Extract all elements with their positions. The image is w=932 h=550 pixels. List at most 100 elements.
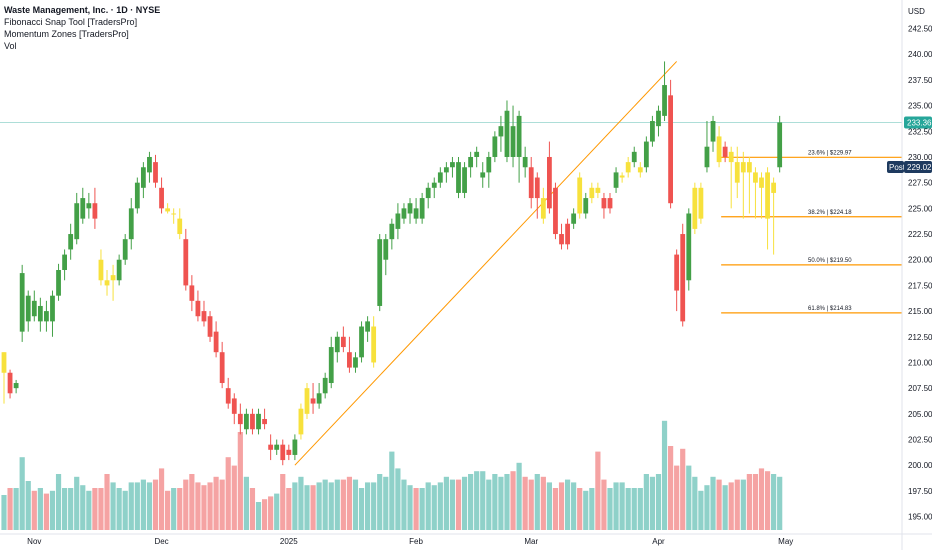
price-tick-label: 210.00 (908, 358, 932, 367)
candle-body (322, 377, 328, 394)
price-tick-label: 222.50 (908, 230, 932, 239)
volume-bar (601, 479, 607, 530)
volume-bar (334, 479, 340, 530)
candles (1, 61, 783, 466)
volume-bar (201, 485, 207, 530)
volume-bar (298, 476, 304, 530)
volume-bar (771, 474, 777, 530)
candle-body (347, 352, 352, 368)
volume-bar (189, 474, 195, 530)
candle-body (13, 383, 19, 389)
volume-bar (680, 448, 686, 530)
fib-level-label: 23.6% | $229.97 (808, 150, 852, 156)
candle-body (92, 203, 98, 219)
volume-bar (13, 488, 19, 530)
volume-bar (274, 493, 280, 530)
candle-body (510, 126, 516, 157)
volume-bar (358, 488, 365, 530)
time-tick-label: Feb (409, 537, 423, 546)
candle-body (759, 177, 764, 188)
price-axis[interactable]: 242.50 240.00 237.50 235.00 232.50 230.00 227.… (887, 0, 932, 550)
volume-bar (68, 488, 74, 530)
indicator-momentum[interactable]: Momentum Zones [TradersPro] (4, 29, 129, 39)
post-price-value: 229.02 (907, 163, 932, 172)
volume-bar (377, 474, 383, 530)
candle-body (425, 187, 431, 199)
candle-body (171, 213, 177, 215)
candle-body (80, 198, 86, 219)
candle-body (365, 321, 370, 332)
fib-level-label: 61.8% | $214.83 (808, 306, 852, 312)
volume-bar (752, 474, 759, 530)
volume-bar (728, 482, 734, 530)
candle-body (74, 203, 80, 240)
volume-bar (395, 468, 401, 530)
volume-bar (55, 474, 62, 530)
candle-body (607, 198, 613, 209)
fib-level-label: 50.0% | $219.50 (808, 258, 852, 264)
volume-bar (480, 471, 486, 530)
volume-bar (389, 451, 395, 530)
candle-body (201, 311, 207, 322)
volume-bar (225, 457, 231, 530)
price-tick-label: 232.50 (908, 127, 932, 136)
candle-body (553, 187, 558, 235)
candle-body (468, 156, 474, 168)
volume-bar (504, 474, 510, 530)
candle-body (165, 208, 171, 212)
volume-bar (437, 482, 443, 530)
last-price-value: 233.36 (907, 118, 932, 127)
symbol-title[interactable]: Waste Management, Inc. · 1D · NYSE (4, 5, 161, 15)
candle-body (274, 444, 280, 450)
volume-bar (686, 465, 692, 530)
candle-body (371, 326, 377, 363)
volume-bar (571, 482, 577, 530)
candle-body (480, 172, 486, 178)
volume-bar (25, 481, 31, 530)
time-tick-label: Nov (27, 537, 41, 546)
price-tick-label: 220.00 (908, 256, 932, 265)
price-tick-label: 205.00 (908, 410, 932, 419)
candle-body (147, 156, 152, 173)
candle-body (674, 254, 680, 291)
volume-bar (292, 482, 298, 530)
volume-bar (413, 488, 419, 530)
volume-bar (92, 488, 98, 530)
candle-body (450, 162, 455, 168)
candle-body (431, 182, 437, 188)
volume-bar (661, 420, 668, 530)
candle-body (413, 208, 419, 219)
candle-body (383, 239, 389, 260)
time-axis[interactable]: Nov Dec 2025 Feb Mar Apr May (0, 533, 932, 546)
volume-bar (461, 476, 468, 530)
candle-body (625, 162, 631, 173)
volume-bar (322, 479, 328, 530)
indicator-volume[interactable]: Vol (4, 41, 17, 51)
volume-bar (207, 482, 213, 530)
time-tick-label: Mar (524, 537, 538, 546)
candle-body (298, 408, 304, 435)
volume-bar (231, 465, 237, 530)
volume-bar (310, 485, 316, 530)
candle-body (128, 208, 134, 240)
volume-bar (352, 479, 359, 530)
price-tick-label: 240.00 (908, 50, 932, 59)
price-tick-label: 195.00 (908, 513, 932, 522)
volume-bar (468, 474, 474, 530)
indicator-fibonacci[interactable]: Fibonacci Snap Tool [TradersPro] (4, 17, 138, 27)
time-tick-label: Dec (154, 537, 168, 546)
candle-body (44, 311, 49, 322)
candle-body (328, 347, 334, 384)
volume-bar (122, 490, 128, 530)
volume-bar (116, 488, 122, 530)
volume-bar (613, 482, 619, 530)
volume-bar (625, 488, 631, 530)
candle-body (56, 270, 61, 296)
volume-bar (80, 485, 86, 530)
price-tick-label: 215.00 (908, 307, 932, 316)
candle-body (704, 146, 710, 168)
fib-trendline (294, 61, 678, 466)
volume-bar (540, 476, 546, 530)
volume-bar (498, 476, 504, 530)
